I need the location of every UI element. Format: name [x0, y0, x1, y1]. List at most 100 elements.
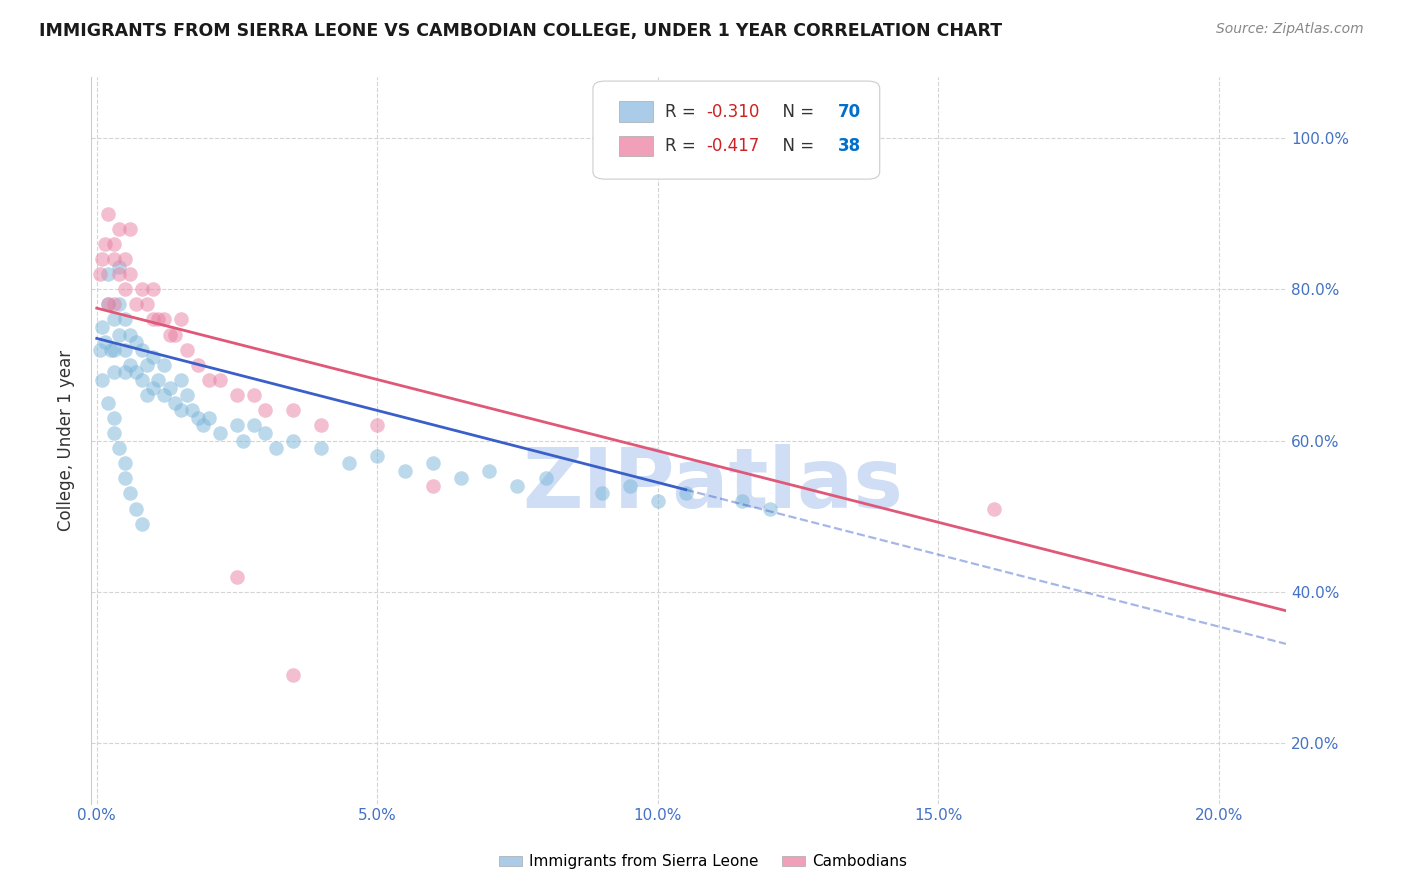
Point — [108, 267, 131, 281]
Point — [97, 206, 120, 220]
Text: 38: 38 — [838, 136, 860, 154]
Point — [136, 388, 159, 402]
Point — [103, 366, 125, 380]
Point — [108, 441, 131, 455]
Point — [198, 373, 221, 387]
Point — [97, 297, 120, 311]
Point — [759, 501, 782, 516]
Point — [337, 456, 360, 470]
Point — [281, 668, 304, 682]
Point — [165, 327, 187, 342]
Text: ZIPatlas: ZIPatlas — [522, 443, 903, 524]
Point — [108, 260, 131, 274]
Point — [254, 403, 277, 417]
Point — [114, 471, 136, 485]
Point — [91, 252, 114, 266]
Point — [142, 351, 165, 365]
Point — [478, 464, 501, 478]
Legend: Immigrants from Sierra Leone, Cambodians: Immigrants from Sierra Leone, Cambodians — [492, 848, 914, 875]
Point — [148, 373, 170, 387]
Text: -0.417: -0.417 — [706, 136, 759, 154]
Point — [120, 358, 142, 372]
Point — [159, 381, 181, 395]
Point — [114, 456, 136, 470]
Point — [108, 221, 131, 235]
Point — [209, 373, 232, 387]
Point — [281, 403, 304, 417]
Point — [114, 366, 136, 380]
Point — [114, 252, 136, 266]
Point — [103, 312, 125, 326]
Point — [120, 327, 142, 342]
Point — [125, 501, 148, 516]
Point — [647, 494, 669, 508]
Text: 70: 70 — [838, 103, 860, 120]
Y-axis label: College, Under 1 year: College, Under 1 year — [58, 350, 75, 531]
Point — [731, 494, 754, 508]
Point — [136, 297, 159, 311]
Point — [243, 418, 266, 433]
Point — [120, 486, 142, 500]
Point — [176, 388, 198, 402]
Point — [103, 410, 125, 425]
Point — [103, 236, 125, 251]
FancyBboxPatch shape — [593, 81, 880, 179]
Point — [153, 358, 176, 372]
Point — [983, 501, 1005, 516]
Point — [422, 456, 444, 470]
Point — [591, 486, 613, 500]
Point — [366, 418, 388, 433]
Point — [243, 388, 266, 402]
Point — [209, 425, 232, 440]
Point — [422, 479, 444, 493]
Point — [226, 388, 249, 402]
Point — [94, 335, 117, 350]
Point — [103, 297, 125, 311]
Point — [125, 335, 148, 350]
Point — [142, 381, 165, 395]
Point — [170, 312, 193, 326]
Point — [506, 479, 529, 493]
Point — [159, 327, 181, 342]
Point — [309, 441, 332, 455]
Point — [108, 327, 131, 342]
Point — [91, 373, 114, 387]
Point — [675, 486, 697, 500]
Point — [181, 403, 204, 417]
Point — [97, 267, 120, 281]
Point — [125, 366, 148, 380]
Point — [394, 464, 416, 478]
Point — [264, 441, 287, 455]
Point — [170, 373, 193, 387]
Text: R =: R = — [665, 103, 700, 120]
Point — [108, 297, 131, 311]
Point — [450, 471, 472, 485]
Point — [120, 221, 142, 235]
Point — [136, 358, 159, 372]
Point — [125, 297, 148, 311]
Point — [142, 282, 165, 296]
Point — [103, 343, 125, 357]
Point — [187, 410, 209, 425]
Point — [170, 403, 193, 417]
Point — [232, 434, 254, 448]
Point — [103, 252, 125, 266]
Point — [281, 434, 304, 448]
Point — [131, 282, 153, 296]
Point — [309, 418, 332, 433]
Point — [114, 282, 136, 296]
Point — [97, 297, 120, 311]
Point — [103, 425, 125, 440]
Text: N =: N = — [772, 136, 820, 154]
Point — [187, 358, 209, 372]
FancyBboxPatch shape — [619, 102, 652, 121]
Point — [254, 425, 277, 440]
Point — [131, 373, 153, 387]
Point — [534, 471, 557, 485]
Text: IMMIGRANTS FROM SIERRA LEONE VS CAMBODIAN COLLEGE, UNDER 1 YEAR CORRELATION CHAR: IMMIGRANTS FROM SIERRA LEONE VS CAMBODIA… — [39, 22, 1002, 40]
Point — [89, 267, 111, 281]
Point — [142, 312, 165, 326]
Point — [120, 267, 142, 281]
Point — [114, 343, 136, 357]
Text: -0.310: -0.310 — [706, 103, 759, 120]
